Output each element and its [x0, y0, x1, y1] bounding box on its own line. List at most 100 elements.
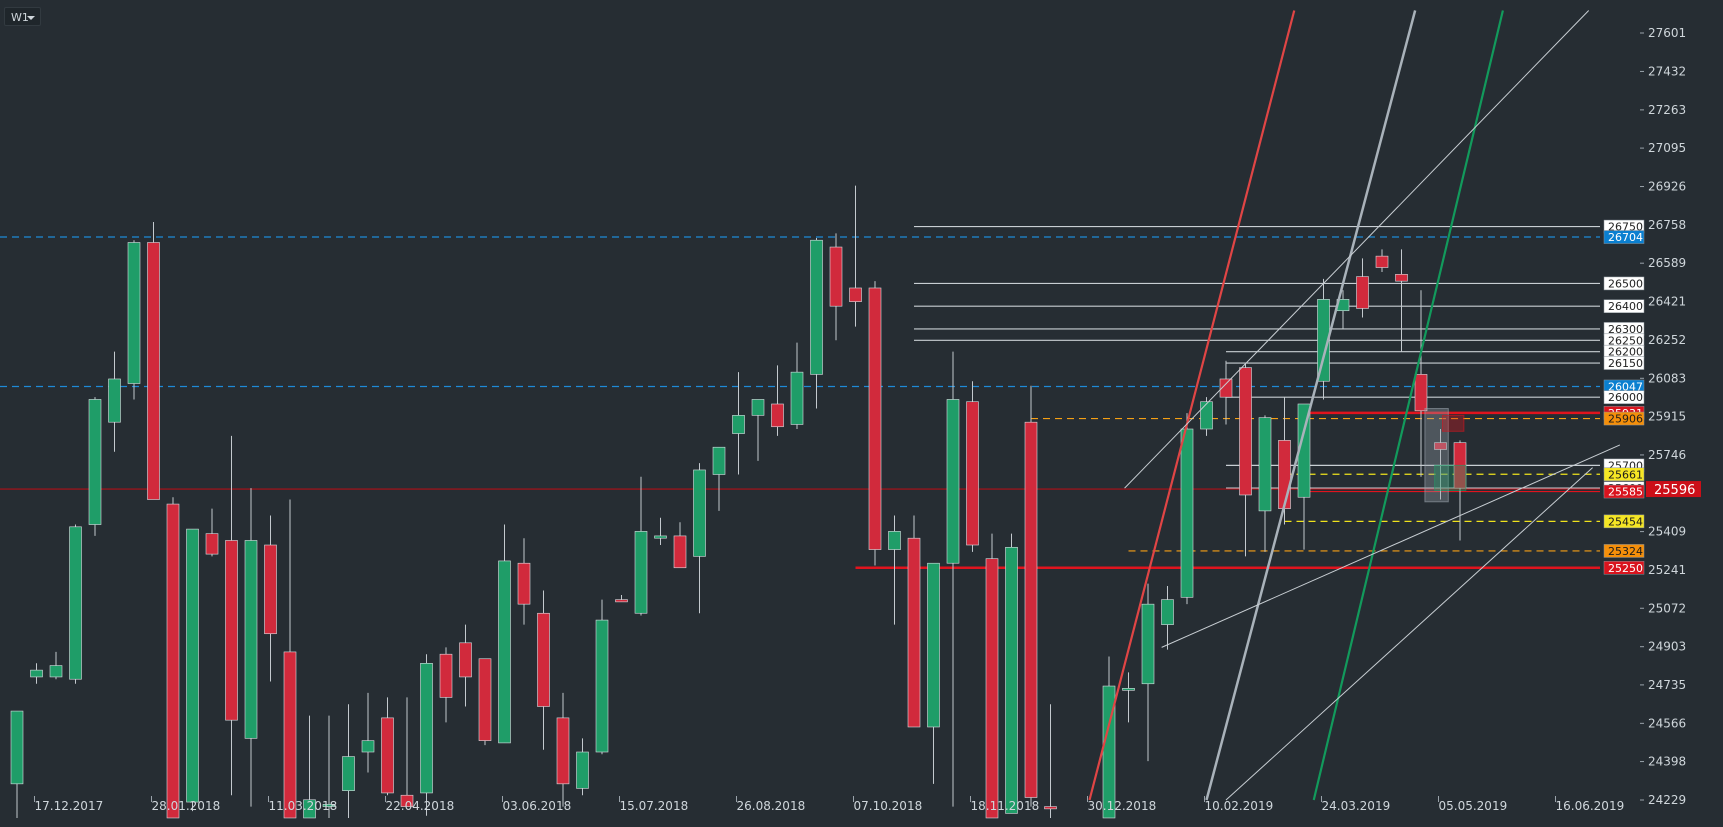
candle[interactable]: [946, 351, 960, 807]
candle[interactable]: [1375, 249, 1389, 273]
candle[interactable]: [907, 515, 921, 728]
candle[interactable]: [1395, 249, 1408, 352]
candle[interactable]: [108, 351, 121, 452]
y-tick-label: 26083: [1648, 371, 1686, 385]
candle[interactable]: [1200, 397, 1213, 436]
candle[interactable]: [69, 524, 82, 684]
candle[interactable]: [1024, 385, 1038, 807]
candle[interactable]: [790, 342, 804, 430]
candle[interactable]: [537, 590, 550, 750]
candle[interactable]: [927, 562, 940, 784]
candle[interactable]: [88, 397, 102, 536]
price-badge: 25906: [1603, 411, 1645, 426]
candle[interactable]: [147, 222, 160, 500]
candle[interactable]: [342, 704, 355, 818]
x-tick-label: 30.12.2018: [1088, 799, 1157, 813]
candle[interactable]: [283, 499, 297, 819]
candle-body: [927, 562, 940, 728]
candle[interactable]: [381, 697, 394, 796]
candle[interactable]: [966, 381, 979, 552]
candle[interactable]: [1297, 403, 1311, 550]
gray-trend-line[interactable]: [1205, 10, 1417, 801]
candle-body: [576, 751, 589, 789]
candle[interactable]: [556, 692, 570, 807]
candle[interactable]: [829, 233, 843, 341]
green-shade-box[interactable]: [1434, 464, 1467, 491]
candle[interactable]: [576, 738, 589, 796]
candle[interactable]: [751, 399, 765, 461]
timeframe-selector[interactable]: W1: [4, 7, 41, 26]
shaded-boxes[interactable]: [1424, 408, 1467, 503]
candle[interactable]: [49, 651, 63, 680]
candle[interactable]: [1102, 656, 1116, 819]
candle[interactable]: [439, 647, 453, 723]
candle[interactable]: [1258, 415, 1272, 552]
candles[interactable]: [10, 185, 1467, 819]
candle[interactable]: [771, 365, 784, 436]
channel-bottom-line[interactable]: [1225, 467, 1593, 801]
candle-body: [342, 756, 355, 791]
candle-body: [1044, 806, 1057, 810]
candle[interactable]: [1356, 258, 1369, 318]
y-tick-label: 24398: [1648, 755, 1686, 769]
candle[interactable]: [654, 517, 667, 546]
red-shade-box[interactable]: [1441, 414, 1465, 432]
candle[interactable]: [1180, 413, 1194, 605]
candle[interactable]: [1044, 704, 1057, 818]
candle[interactable]: [1239, 363, 1252, 557]
candle[interactable]: [868, 281, 882, 566]
channel-lower-line[interactable]: [1161, 444, 1621, 648]
candle[interactable]: [166, 497, 180, 819]
candle[interactable]: [322, 715, 336, 818]
candle[interactable]: [244, 488, 258, 807]
candle[interactable]: [732, 372, 745, 475]
candle[interactable]: [303, 715, 316, 819]
candle[interactable]: [517, 538, 531, 625]
candle[interactable]: [1141, 583, 1155, 762]
candle[interactable]: [264, 515, 277, 682]
candle[interactable]: [1122, 672, 1135, 723]
candle[interactable]: [1414, 290, 1428, 477]
candle[interactable]: [712, 446, 726, 511]
trend-lines[interactable]: [1088, 10, 1621, 801]
candle[interactable]: [10, 710, 24, 818]
candle-body: [849, 287, 862, 302]
candle[interactable]: [849, 185, 862, 327]
candle[interactable]: [1317, 278, 1330, 400]
candle[interactable]: [810, 237, 823, 409]
candle[interactable]: [615, 595, 628, 603]
y-tick-label: 27432: [1648, 64, 1686, 78]
gray-shade-box[interactable]: [1424, 408, 1449, 503]
candle[interactable]: [985, 533, 999, 819]
candle[interactable]: [127, 240, 141, 400]
candle[interactable]: [420, 654, 433, 816]
candle[interactable]: [459, 624, 472, 707]
candle[interactable]: [673, 522, 687, 569]
price-badge-text: 26500: [1608, 277, 1643, 290]
time-axis[interactable]: 17.12.2017 28.01.2018 11.03.2018 22.04.2018…: [34, 796, 1625, 813]
channel-upper-line[interactable]: [1124, 10, 1590, 489]
green-trend-line[interactable]: [1312, 10, 1504, 801]
candle[interactable]: [186, 528, 199, 812]
candle[interactable]: [1005, 533, 1018, 814]
candle[interactable]: [30, 663, 43, 684]
candle[interactable]: [595, 599, 609, 755]
candle[interactable]: [478, 658, 492, 746]
candle[interactable]: [361, 692, 375, 773]
candle[interactable]: [1219, 360, 1233, 425]
y-tick-label: 27095: [1648, 141, 1686, 155]
candle[interactable]: [205, 508, 219, 557]
candle[interactable]: [1161, 585, 1174, 650]
candle[interactable]: [888, 515, 901, 625]
candle[interactable]: [225, 435, 238, 796]
candle[interactable]: [400, 697, 414, 807]
x-tick-label: 22.04.2018: [386, 799, 455, 813]
price-axis[interactable]: 27601 27432 27263 27095 26926 26758 26589 26421…: [1640, 26, 1686, 807]
candle[interactable]: [693, 463, 706, 614]
candle[interactable]: [1434, 429, 1447, 500]
candle[interactable]: [498, 524, 511, 744]
candle[interactable]: [634, 476, 648, 616]
red-trend-line[interactable]: [1088, 10, 1296, 801]
